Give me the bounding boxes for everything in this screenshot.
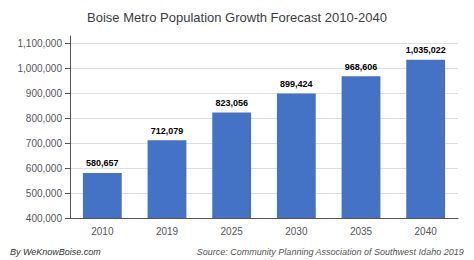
svg-text:2030: 2030 <box>285 226 308 237</box>
svg-text:By WeKnowBoise.com: By WeKnowBoise.com <box>10 247 101 257</box>
svg-text:1,035,022: 1,035,022 <box>406 45 446 55</box>
svg-text:823,056: 823,056 <box>215 98 248 108</box>
svg-text:968,606: 968,606 <box>345 62 378 72</box>
svg-text:800,000: 800,000 <box>26 113 63 124</box>
svg-text:2010: 2010 <box>91 226 114 237</box>
svg-text:580,657: 580,657 <box>86 158 119 168</box>
svg-text:712,079: 712,079 <box>151 126 184 136</box>
svg-text:500,000: 500,000 <box>26 188 63 199</box>
svg-text:899,424: 899,424 <box>280 79 313 89</box>
svg-text:1,000,000: 1,000,000 <box>18 63 63 74</box>
svg-text:Source: Community Planning Ass: Source: Community Planning Association o… <box>197 247 464 257</box>
svg-text:400,000: 400,000 <box>26 213 63 224</box>
svg-text:1,100,000: 1,100,000 <box>18 38 63 49</box>
svg-text:Boise Metro Population Growth: Boise Metro Population Growth Forecast 2… <box>87 10 387 25</box>
svg-text:2035: 2035 <box>350 226 373 237</box>
svg-text:2019: 2019 <box>156 226 179 237</box>
svg-text:2040: 2040 <box>415 226 438 237</box>
svg-text:2025: 2025 <box>221 226 244 237</box>
svg-text:900,000: 900,000 <box>26 88 63 99</box>
svg-text:600,000: 600,000 <box>26 163 63 174</box>
svg-text:700,000: 700,000 <box>26 138 63 149</box>
